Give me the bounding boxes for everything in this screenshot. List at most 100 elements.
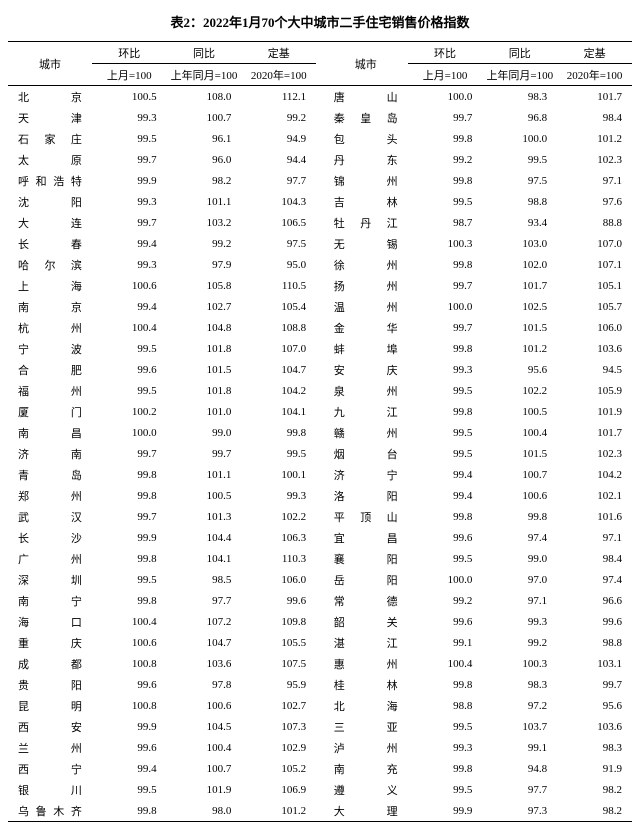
base-value: 106.9 — [241, 779, 316, 800]
base-value: 106.0 — [557, 317, 632, 338]
city-name: 蚌埠 — [324, 338, 408, 359]
city-name: 泉州 — [324, 380, 408, 401]
mom-value: 99.6 — [92, 674, 167, 695]
city-name: 遵义 — [324, 779, 408, 800]
base-value: 105.9 — [557, 380, 632, 401]
base-value: 95.9 — [241, 674, 316, 695]
table-row: 成都100.8103.6107.5惠州100.4100.3103.1 — [8, 653, 632, 674]
mom-value: 99.3 — [92, 107, 167, 128]
yoy-value: 98.8 — [482, 191, 557, 212]
table-row: 青岛99.8101.1100.1济宁99.4100.7104.2 — [8, 464, 632, 485]
yoy-value: 99.3 — [482, 611, 557, 632]
table-row: 太原99.796.094.4丹东99.299.5102.3 — [8, 149, 632, 170]
yoy-value: 99.2 — [482, 632, 557, 653]
mom-value: 99.8 — [92, 485, 167, 506]
yoy-value: 101.3 — [167, 506, 242, 527]
base-value: 99.6 — [241, 590, 316, 611]
yoy-value: 98.3 — [482, 674, 557, 695]
yoy-value: 100.4 — [167, 737, 242, 758]
city-name: 秦皇岛 — [324, 107, 408, 128]
city-name: 福州 — [8, 380, 92, 401]
mom-value: 100.0 — [408, 296, 483, 317]
city-name: 贵阳 — [8, 674, 92, 695]
base-value: 94.9 — [241, 128, 316, 149]
mom-value: 99.7 — [92, 443, 167, 464]
city-name: 天津 — [8, 107, 92, 128]
mom-value: 99.3 — [92, 254, 167, 275]
table-row: 长沙99.9104.4106.3宜昌99.697.497.1 — [8, 527, 632, 548]
mom-value: 99.7 — [92, 149, 167, 170]
mom-value: 99.8 — [408, 338, 483, 359]
base-value: 112.1 — [241, 86, 316, 108]
city-name: 北海 — [324, 695, 408, 716]
mom-value: 99.5 — [408, 716, 483, 737]
base-value: 107.0 — [557, 233, 632, 254]
base-value: 101.7 — [557, 86, 632, 108]
city-name: 无锡 — [324, 233, 408, 254]
mom-value: 100.6 — [92, 632, 167, 653]
base-value: 102.3 — [557, 443, 632, 464]
city-name: 唐山 — [324, 86, 408, 108]
base-value: 107.3 — [241, 716, 316, 737]
yoy-value: 101.8 — [167, 380, 242, 401]
col-base-sub-left: 2020年=100 — [241, 64, 316, 86]
yoy-value: 95.6 — [482, 359, 557, 380]
mom-value: 99.5 — [408, 779, 483, 800]
yoy-value: 97.5 — [482, 170, 557, 191]
mom-value: 99.8 — [408, 128, 483, 149]
table-row: 大连99.7103.2106.5牡丹江98.793.488.8 — [8, 212, 632, 233]
table-row: 重庆100.6104.7105.5湛江99.199.298.8 — [8, 632, 632, 653]
mom-value: 100.4 — [92, 611, 167, 632]
base-value: 105.5 — [241, 632, 316, 653]
mom-value: 99.5 — [92, 779, 167, 800]
yoy-value: 97.4 — [482, 527, 557, 548]
base-value: 102.3 — [557, 149, 632, 170]
base-value: 97.1 — [557, 527, 632, 548]
yoy-value: 101.5 — [482, 443, 557, 464]
city-name: 青岛 — [8, 464, 92, 485]
yoy-value: 97.7 — [482, 779, 557, 800]
city-name: 湛江 — [324, 632, 408, 653]
city-name: 大理 — [324, 800, 408, 822]
city-name: 重庆 — [8, 632, 92, 653]
mom-value: 99.4 — [92, 296, 167, 317]
base-value: 106.5 — [241, 212, 316, 233]
base-value: 105.2 — [241, 758, 316, 779]
city-name: 徐州 — [324, 254, 408, 275]
mom-value: 99.4 — [92, 758, 167, 779]
mom-value: 100.0 — [408, 86, 483, 108]
mom-value: 99.4 — [408, 464, 483, 485]
mom-value: 99.3 — [408, 737, 483, 758]
yoy-value: 101.9 — [167, 779, 242, 800]
table-row: 杭州100.4104.8108.8金华99.7101.5106.0 — [8, 317, 632, 338]
col-base-right: 定基 — [557, 42, 632, 64]
mom-value: 99.7 — [92, 212, 167, 233]
mom-value: 100.0 — [408, 569, 483, 590]
yoy-value: 103.7 — [482, 716, 557, 737]
table-row: 石家庄99.596.194.9包头99.8100.0101.2 — [8, 128, 632, 149]
city-name: 金华 — [324, 317, 408, 338]
city-name: 大连 — [8, 212, 92, 233]
city-name: 石家庄 — [8, 128, 92, 149]
yoy-value: 100.4 — [482, 422, 557, 443]
base-value: 99.6 — [557, 611, 632, 632]
col-yoy-right: 同比 — [482, 42, 557, 64]
yoy-value: 98.2 — [167, 170, 242, 191]
city-name: 南充 — [324, 758, 408, 779]
mom-value: 99.5 — [408, 422, 483, 443]
mom-value: 99.8 — [92, 800, 167, 822]
city-name: 牡丹江 — [324, 212, 408, 233]
city-name: 洛阳 — [324, 485, 408, 506]
mom-value: 99.8 — [92, 464, 167, 485]
yoy-value: 101.5 — [482, 317, 557, 338]
base-value: 94.5 — [557, 359, 632, 380]
base-value: 103.6 — [557, 716, 632, 737]
mom-value: 99.5 — [92, 569, 167, 590]
base-value: 107.0 — [241, 338, 316, 359]
col-mom-left: 环比 — [92, 42, 167, 64]
mom-value: 99.5 — [408, 548, 483, 569]
yoy-value: 100.6 — [167, 695, 242, 716]
city-name: 韶关 — [324, 611, 408, 632]
yoy-value: 98.0 — [167, 800, 242, 822]
yoy-value: 104.7 — [167, 632, 242, 653]
